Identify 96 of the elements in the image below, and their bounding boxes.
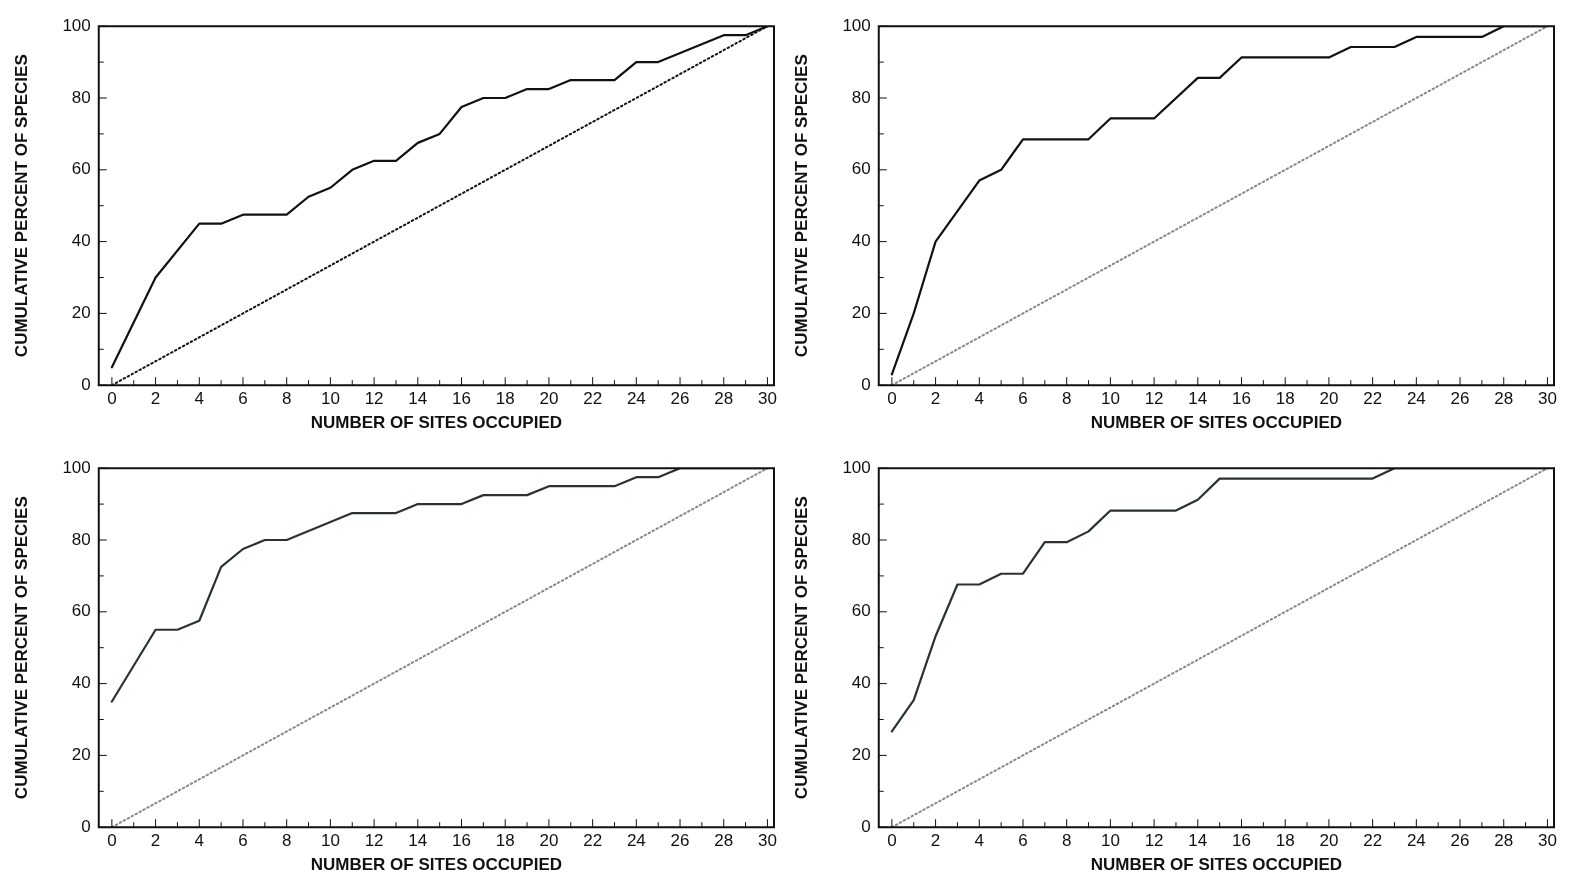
x-tick-label: 22: [583, 831, 603, 851]
x-tick-label: 12: [364, 389, 384, 409]
y-tick-label: 60: [71, 601, 91, 621]
y-tick-label: 20: [851, 745, 871, 765]
x-tick-label: 22: [583, 389, 603, 409]
x-tick-label: 18: [495, 389, 515, 409]
y-tick-label: 20: [851, 303, 871, 323]
x-tick-label: 4: [194, 389, 205, 409]
x-tick-label: 30: [757, 831, 777, 851]
x-tick-label: 0: [107, 389, 117, 409]
y-axis-title: CUMULATIVE PERCENT OF SPECIES: [791, 496, 811, 800]
x-tick-label: 14: [408, 389, 428, 409]
y-tick-label: 100: [842, 457, 871, 477]
x-tick-label: 14: [408, 831, 428, 851]
x-tick-label: 4: [974, 831, 985, 851]
x-tick-label: 28: [1494, 831, 1514, 851]
x-tick-label: 24: [626, 389, 646, 409]
x-tick-label: 6: [1018, 831, 1028, 851]
x-tick-label: 6: [238, 831, 248, 851]
y-tick-label: 80: [71, 529, 91, 549]
x-tick-label: 26: [1450, 831, 1470, 851]
x-tick-label: 0: [107, 831, 117, 851]
x-tick-label: 10: [1100, 389, 1120, 409]
x-tick-label: 26: [1450, 389, 1470, 409]
y-tick-label: 40: [851, 673, 871, 693]
x-tick-label: 10: [320, 831, 340, 851]
x-tick-label: 6: [1018, 389, 1028, 409]
y-tick-label: 20: [71, 303, 91, 323]
x-tick-label: 18: [1275, 389, 1295, 409]
x-tick-label: 12: [364, 831, 384, 851]
x-tick-label: 0: [887, 389, 897, 409]
x-tick-label: 8: [1061, 831, 1072, 851]
x-tick-label: 24: [626, 831, 646, 851]
y-tick-label: 60: [851, 601, 871, 621]
x-tick-label: 20: [539, 831, 559, 851]
y-tick-label: 100: [62, 15, 91, 35]
y-tick-label: 40: [71, 673, 91, 693]
x-tick-label: 20: [539, 389, 559, 409]
y-tick-label: 80: [851, 87, 871, 107]
y-axis-title: CUMULATIVE PERCENT OF SPECIES: [11, 496, 31, 800]
x-tick-label: 16: [452, 389, 471, 409]
x-axis-title: NUMBER OF SITES OCCUPIED: [310, 855, 563, 875]
x-tick-label: 4: [194, 831, 205, 851]
x-tick-label: 26: [670, 831, 690, 851]
x-tick-label: 20: [1319, 831, 1339, 851]
x-axis-title: NUMBER OF SITES OCCUPIED: [1090, 855, 1343, 875]
x-tick-label: 24: [1406, 389, 1426, 409]
x-tick-label: 18: [495, 831, 515, 851]
x-tick-label: 2: [930, 831, 941, 851]
x-tick-label: 8: [281, 389, 292, 409]
x-tick-label: 8: [281, 831, 292, 851]
y-tick-label: 80: [71, 87, 91, 107]
y-axis-title: CUMULATIVE PERCENT OF SPECIES: [791, 54, 811, 358]
x-tick-label: 26: [670, 389, 690, 409]
x-tick-label: 12: [1144, 389, 1164, 409]
x-tick-label: 10: [320, 389, 340, 409]
y-tick-label: 40: [71, 231, 91, 251]
x-axis-title: NUMBER OF SITES OCCUPIED: [310, 413, 563, 433]
y-tick-label: 0: [861, 816, 871, 836]
y-tick-label: 80: [851, 529, 871, 549]
y-tick-label: 60: [851, 159, 871, 179]
x-axis-title: NUMBER OF SITES OCCUPIED: [1090, 413, 1343, 433]
x-tick-label: 2: [930, 389, 941, 409]
x-tick-label: 2: [150, 831, 161, 851]
y-tick-label: 0: [81, 374, 91, 394]
x-tick-label: 14: [1188, 389, 1208, 409]
x-tick-label: 20: [1319, 389, 1339, 409]
x-tick-label: 28: [1494, 389, 1514, 409]
x-tick-label: 30: [757, 389, 777, 409]
x-tick-label: 4: [974, 389, 985, 409]
x-tick-label: 30: [1537, 831, 1557, 851]
x-tick-label: 30: [1537, 389, 1557, 409]
x-tick-label: 18: [1275, 831, 1295, 851]
x-tick-label: 8: [1061, 389, 1072, 409]
x-tick-label: 22: [1363, 389, 1383, 409]
x-tick-label: 0: [887, 831, 897, 851]
x-tick-label: 14: [1188, 831, 1208, 851]
x-tick-label: 10: [1100, 831, 1120, 851]
x-tick-label: 22: [1363, 831, 1383, 851]
y-tick-label: 0: [861, 374, 871, 394]
x-tick-label: 6: [238, 389, 248, 409]
x-tick-label: 12: [1144, 831, 1164, 851]
y-tick-label: 0: [81, 816, 91, 836]
x-tick-label: 28: [714, 831, 734, 851]
y-tick-label: 60: [71, 159, 91, 179]
y-tick-label: 40: [851, 231, 871, 251]
y-tick-label: 20: [71, 745, 91, 765]
x-tick-label: 16: [1232, 389, 1251, 409]
y-axis-title: CUMULATIVE PERCENT OF SPECIES: [11, 54, 31, 358]
x-tick-label: 28: [714, 389, 734, 409]
y-tick-label: 100: [842, 15, 871, 35]
x-tick-label: 16: [452, 831, 471, 851]
x-tick-label: 2: [150, 389, 161, 409]
y-tick-label: 100: [62, 457, 91, 477]
x-tick-label: 24: [1406, 831, 1426, 851]
x-tick-label: 16: [1232, 831, 1251, 851]
